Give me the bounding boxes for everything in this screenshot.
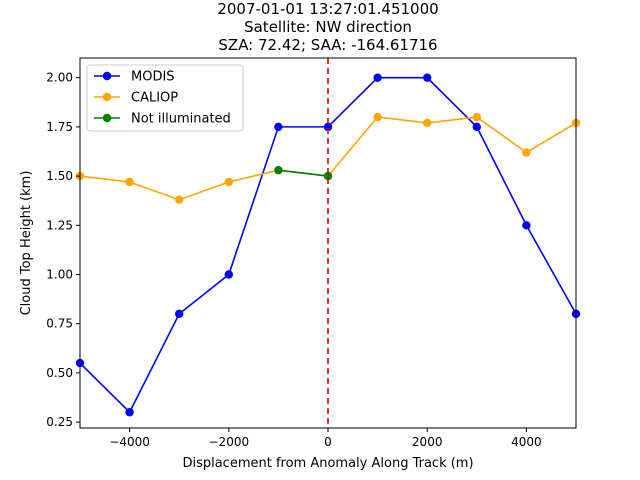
y-tick-label: 0.25: [46, 415, 73, 429]
data-point-caliop: [472, 112, 481, 122]
x-tick-label: 2000: [412, 435, 443, 449]
data-point-modis: [472, 122, 481, 132]
y-axis-ticks: 0.25 0.50 0.75 1.00 1.25 1.50 1.75 2.00: [46, 71, 80, 429]
x-tick-label: 0: [324, 435, 332, 449]
data-point-not-illuminated: [274, 165, 283, 175]
legend-swatch-marker-caliop: [102, 92, 112, 102]
x-tick-label: −2000: [209, 435, 250, 449]
data-point-caliop: [125, 177, 134, 187]
data-point-caliop: [224, 177, 233, 187]
chart-title: 2007-01-01 13:27:01.451000 Satellite: NW…: [217, 0, 438, 54]
y-tick-label: 1.25: [46, 218, 73, 232]
data-point-modis: [373, 73, 382, 82]
chart-title-line-2: Satellite: NW direction: [244, 18, 412, 36]
data-point-modis: [522, 221, 531, 230]
data-point-modis: [423, 73, 432, 82]
legend: MODIS CALIOP Not illuminated: [86, 64, 244, 132]
data-point-caliop: [175, 195, 184, 204]
y-tick-label: 0.75: [46, 317, 73, 331]
y-tick-label: 1.75: [46, 120, 73, 134]
legend-swatch-marker-modis: [102, 71, 112, 81]
data-point-caliop: [522, 148, 531, 157]
y-axis-label: Cloud Top Height (km): [19, 171, 34, 316]
y-tick-label: 0.50: [46, 366, 73, 380]
chart-title-line-3: SZA: 72.42; SAA: -164.61716: [218, 36, 437, 54]
legend-box: [86, 64, 244, 132]
y-tick-label: 2.00: [46, 71, 73, 85]
data-point-modis: [125, 408, 134, 417]
chart-title-line-1: 2007-01-01 13:27:01.451000: [217, 0, 438, 18]
legend-swatch-marker-not-illuminated: [102, 113, 112, 123]
data-point-not-illuminated: [323, 171, 333, 181]
x-axis-ticks: −4000 −2000 0 2000 4000: [109, 428, 542, 449]
series-layer: [75, 73, 581, 417]
data-point-modis: [323, 122, 333, 132]
data-point-caliop: [373, 112, 382, 122]
x-tick-label: −4000: [109, 435, 150, 449]
x-axis-label: Displacement from Anomaly Along Track (m…: [182, 456, 473, 471]
data-point-modis: [224, 270, 233, 279]
legend-label-modis: MODIS: [131, 70, 175, 85]
y-tick-label: 1.50: [46, 169, 73, 183]
legend-label-not-illuminated: Not illuminated: [131, 112, 231, 127]
x-tick-label: 4000: [511, 435, 542, 449]
data-point-modis: [274, 122, 283, 132]
data-point-modis: [175, 309, 184, 319]
data-point-caliop: [423, 118, 432, 128]
series-line-not-illuminated: [278, 169, 329, 177]
legend-label-caliop: CALIOP: [131, 91, 178, 106]
y-tick-label: 1.00: [46, 267, 73, 281]
